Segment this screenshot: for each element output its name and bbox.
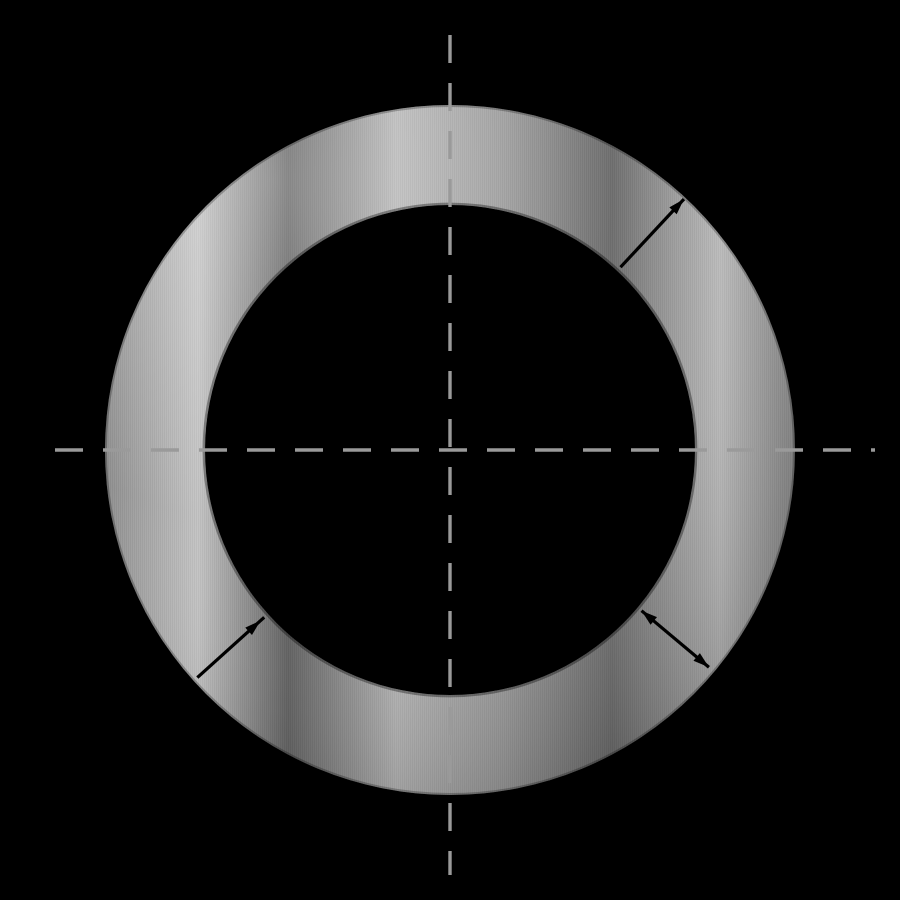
- annulus-diagram: [0, 0, 900, 900]
